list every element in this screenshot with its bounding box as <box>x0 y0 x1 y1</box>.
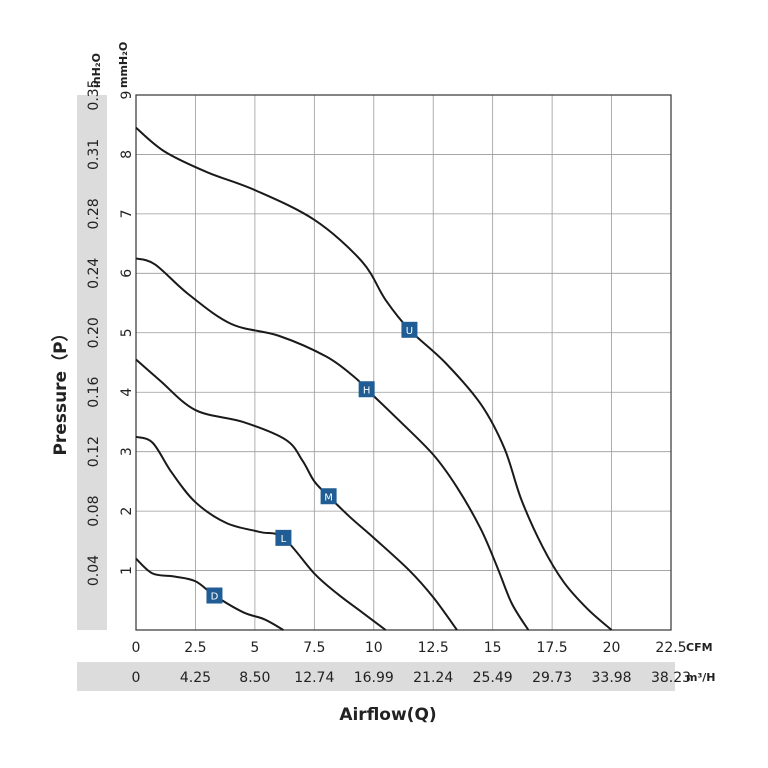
y-tick-label: 1 <box>119 566 135 575</box>
y-tick-label: 7 <box>119 209 135 218</box>
x-tick-label: 20 <box>603 640 621 656</box>
curve-U <box>135 126 613 631</box>
y-tick-label: 6 <box>119 269 135 278</box>
curve-label-U: U <box>406 326 413 337</box>
x-secondary-tick-label: 29.73 <box>532 670 572 686</box>
x-tick-label: 12.5 <box>418 640 449 656</box>
curve-label-badge-U <box>401 321 418 338</box>
x-tick-label: 2.5 <box>184 640 206 656</box>
y-tick-label: 8 <box>119 150 135 159</box>
x-secondary-tick-label: 0 <box>132 670 141 686</box>
x-unit-secondary: m³/H <box>686 671 716 684</box>
x-tick-label: 7.5 <box>303 640 325 656</box>
x-unit-primary: CFM <box>686 641 713 654</box>
y-secondary-tick-label: 0.35 <box>86 79 102 110</box>
curve-H <box>135 257 530 631</box>
x-tick-label: 15 <box>484 640 502 656</box>
x-secondary-tick-label: 16.99 <box>354 670 394 686</box>
x-tick-label: 22.5 <box>655 640 686 656</box>
curve-label-L: L <box>281 534 287 545</box>
curve-D <box>135 557 284 631</box>
y-secondary-tick-label: 0.08 <box>86 496 102 527</box>
y-tick-label: 4 <box>119 388 135 397</box>
y-secondary-tick-label: 0.31 <box>86 139 102 170</box>
x-tick-label: 5 <box>250 640 259 656</box>
curve-label-M: M <box>324 492 333 503</box>
curve-label-D: D <box>211 592 219 603</box>
curve-L <box>135 435 387 631</box>
x-tick-label: 17.5 <box>537 640 568 656</box>
x-secondary-tick-label: 12.74 <box>294 670 334 686</box>
curve-labels: U H M L D <box>206 321 418 604</box>
curve-label-badge-H <box>358 381 375 398</box>
x-tick-label: 10 <box>365 640 383 656</box>
curve-label-badge-M <box>320 488 337 505</box>
y-secondary-tick-label: 0.20 <box>86 317 102 348</box>
x-axis-title: Airflow(Q) <box>339 705 436 725</box>
x-secondary-tick-label: 21.24 <box>413 670 453 686</box>
plot-frame <box>135 94 672 631</box>
x-secondary-tick-label: 33.98 <box>592 670 632 686</box>
x-tick-label: 0 <box>132 640 141 656</box>
y-secondary-tick-label: 0.28 <box>86 198 102 229</box>
curve-M <box>135 358 458 631</box>
y-ticks: 1 2 3 4 5 6 7 8 9 0.04 0.08 0.12 0.16 0.20 0.24 0.28 0.3… <box>86 79 135 586</box>
y-tick-label: 5 <box>119 328 135 337</box>
curve-label-H: H <box>363 385 371 396</box>
y-secondary-tick-label: 0.16 <box>86 377 102 408</box>
curve-label-badge-D <box>206 587 223 604</box>
x-secondary-band <box>77 662 675 691</box>
y-tick-label: 3 <box>119 447 135 456</box>
y-unit-primary: mmH₂O <box>117 42 130 88</box>
y-tick-label: 2 <box>119 507 135 516</box>
y-secondary-tick-label: 0.04 <box>86 555 102 586</box>
y-secondary-tick-label: 0.24 <box>86 258 102 289</box>
grid <box>136 95 671 630</box>
y-secondary-band <box>77 95 107 630</box>
y-secondary-tick-label: 0.12 <box>86 436 102 467</box>
x-secondary-tick-label: 25.49 <box>473 670 513 686</box>
x-ticks: 0 2.5 5 7.5 10 12.5 15 17.5 20 22.5 0 4.25 8.50 12.74… <box>132 640 692 686</box>
y-unit-secondary: inH₂O <box>90 53 103 88</box>
curves <box>135 126 613 631</box>
x-secondary-tick-label: 4.25 <box>180 670 211 686</box>
y-tick-label: 9 <box>119 91 135 100</box>
curve-label-badge-L <box>275 529 292 546</box>
x-secondary-tick-label: 8.50 <box>239 670 270 686</box>
y-axis-title: Pressure（P） <box>50 324 71 455</box>
x-secondary-tick-label: 38.23 <box>651 670 691 686</box>
